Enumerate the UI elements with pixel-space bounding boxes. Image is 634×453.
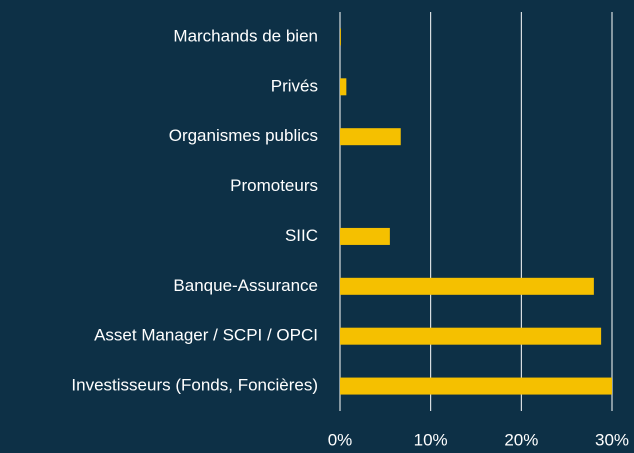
y-tick-label: Marchands de bien [173, 26, 318, 45]
y-tick-label: Organismes publics [169, 126, 318, 145]
y-tick-label: Privés [271, 76, 318, 95]
bar [340, 28, 341, 46]
y-tick-label: Asset Manager / SCPI / OPCI [94, 326, 318, 345]
bar [340, 128, 401, 146]
y-tick-label: Banque-Assurance [173, 276, 318, 295]
y-tick-label: SIIC [285, 226, 318, 245]
bar [340, 227, 390, 245]
x-tick-label: 20% [504, 430, 538, 449]
y-tick-label: Promoteurs [230, 176, 318, 195]
x-tick-label: 10% [414, 430, 448, 449]
bar [340, 78, 347, 96]
x-tick-label: 0% [328, 430, 353, 449]
y-tick-label: Investisseurs (Fonds, Foncières) [71, 376, 318, 395]
bar [340, 377, 612, 395]
bar [340, 327, 602, 345]
bar [340, 277, 594, 295]
x-tick-label: 30% [595, 430, 629, 449]
